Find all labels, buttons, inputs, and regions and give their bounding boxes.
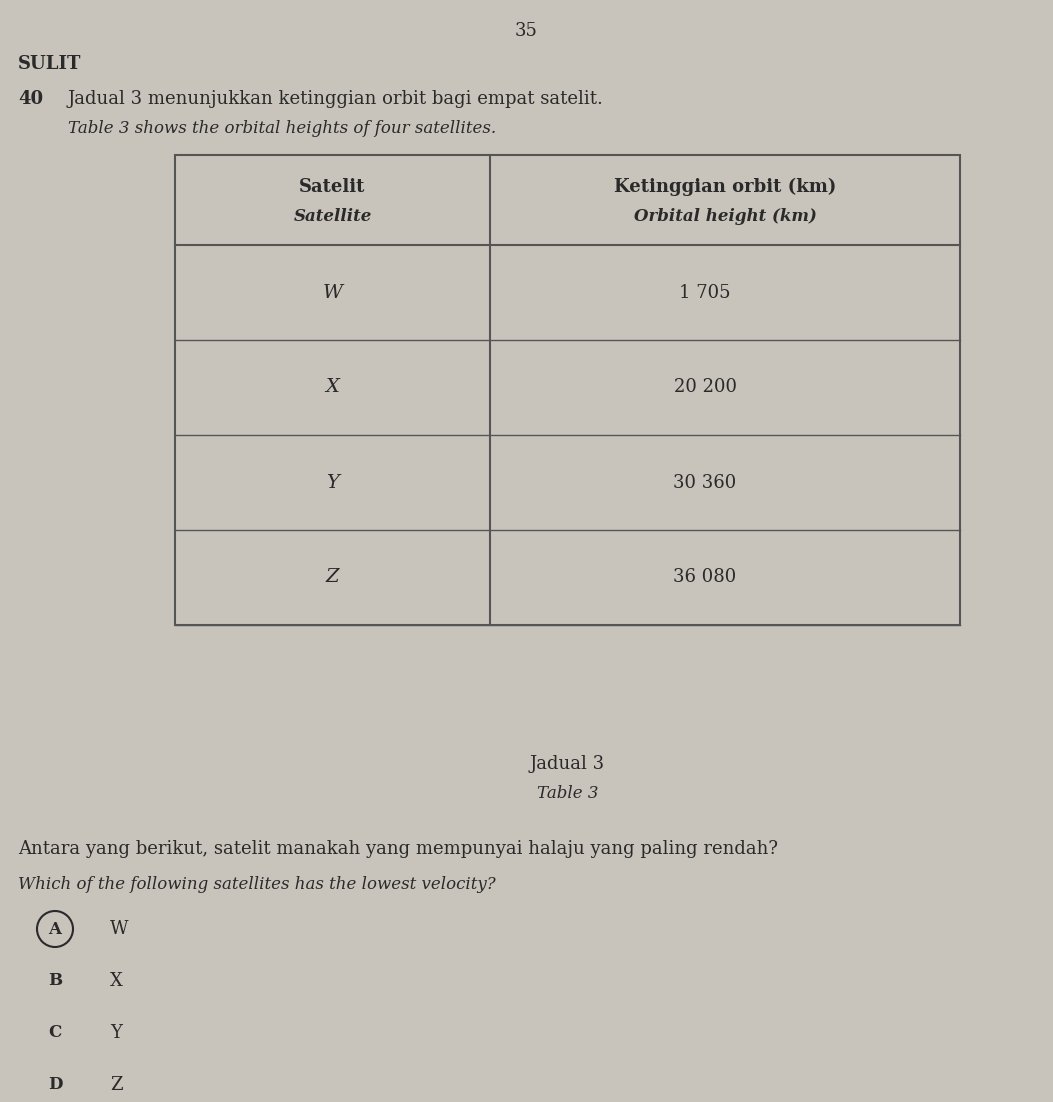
Text: 20 200: 20 200 <box>674 378 736 397</box>
Text: Which of the following satellites has the lowest velocity?: Which of the following satellites has th… <box>18 876 496 893</box>
Text: Jadual 3 menunjukkan ketinggian orbit bagi empat satelit.: Jadual 3 menunjukkan ketinggian orbit ba… <box>68 90 603 108</box>
Text: 1 705: 1 705 <box>679 283 731 302</box>
Text: B: B <box>48 972 62 988</box>
Text: X: X <box>325 378 339 397</box>
Text: 36 080: 36 080 <box>673 569 737 586</box>
Text: X: X <box>110 972 123 990</box>
Text: Table 3: Table 3 <box>537 785 598 802</box>
Text: Satelit: Satelit <box>299 177 365 195</box>
Text: Jadual 3: Jadual 3 <box>530 755 605 773</box>
Text: 30 360: 30 360 <box>673 474 737 491</box>
Text: W: W <box>110 920 128 938</box>
Text: W: W <box>322 283 342 302</box>
Text: A: A <box>48 920 61 938</box>
Text: Y: Y <box>326 474 339 491</box>
Text: Ketinggian orbit (km): Ketinggian orbit (km) <box>614 177 836 196</box>
Text: Satellite: Satellite <box>294 207 372 225</box>
Text: Table 3 shows the orbital heights of four satellites.: Table 3 shows the orbital heights of fou… <box>68 120 496 137</box>
Bar <box>175 155 960 625</box>
Text: Z: Z <box>110 1076 122 1094</box>
Text: 40: 40 <box>18 90 43 108</box>
Text: Orbital height (km): Orbital height (km) <box>634 207 816 225</box>
Text: Y: Y <box>110 1024 122 1042</box>
Text: SULIT: SULIT <box>18 55 81 73</box>
Text: Antara yang berikut, satelit manakah yang mempunyai halaju yang paling rendah?: Antara yang berikut, satelit manakah yan… <box>18 840 778 858</box>
Text: D: D <box>47 1076 62 1093</box>
Text: C: C <box>48 1024 62 1041</box>
Text: Z: Z <box>325 569 339 586</box>
Text: 35: 35 <box>515 22 537 40</box>
